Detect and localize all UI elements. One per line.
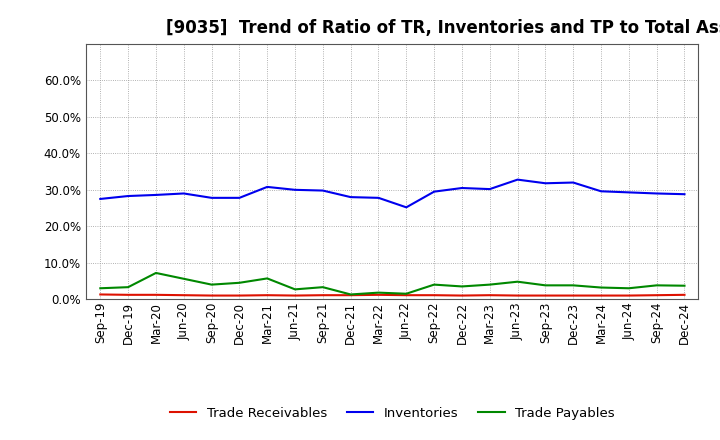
- Inventories: [374, 195, 383, 201]
- Inventories: [652, 191, 661, 196]
- Line: Trade Payables: Trade Payables: [100, 273, 685, 294]
- Trade Receivables: [485, 293, 494, 298]
- Trade Receivables: [541, 293, 550, 298]
- Inventories: [291, 187, 300, 192]
- Trade Payables: [346, 292, 355, 297]
- Trade Receivables: [597, 293, 606, 298]
- Trade Receivables: [263, 293, 271, 298]
- Trade Payables: [680, 283, 689, 288]
- Trade Payables: [263, 276, 271, 281]
- Trade Payables: [485, 282, 494, 287]
- Trade Receivables: [652, 293, 661, 298]
- Trade Receivables: [680, 292, 689, 297]
- Trade Payables: [569, 283, 577, 288]
- Trade Payables: [179, 276, 188, 282]
- Trade Receivables: [513, 293, 522, 298]
- Trade Payables: [597, 285, 606, 290]
- Trade Receivables: [318, 293, 327, 298]
- Trade Payables: [207, 282, 216, 287]
- Trade Receivables: [235, 293, 243, 298]
- Inventories: [569, 180, 577, 185]
- Inventories: [513, 177, 522, 182]
- Trade Payables: [513, 279, 522, 284]
- Trade Payables: [318, 285, 327, 290]
- Text: [9035]  Trend of Ratio of TR, Inventories and TP to Total Assets: [9035] Trend of Ratio of TR, Inventories…: [166, 19, 720, 37]
- Inventories: [485, 187, 494, 192]
- Trade Receivables: [179, 293, 188, 298]
- Trade Receivables: [402, 293, 410, 298]
- Trade Receivables: [152, 292, 161, 297]
- Trade Receivables: [124, 292, 132, 297]
- Trade Payables: [458, 284, 467, 289]
- Inventories: [430, 189, 438, 194]
- Trade Receivables: [624, 293, 633, 298]
- Inventories: [624, 190, 633, 195]
- Inventories: [597, 189, 606, 194]
- Trade Payables: [124, 285, 132, 290]
- Line: Inventories: Inventories: [100, 180, 685, 207]
- Trade Payables: [152, 270, 161, 275]
- Trade Payables: [624, 286, 633, 291]
- Inventories: [402, 205, 410, 210]
- Inventories: [124, 194, 132, 199]
- Trade Receivables: [96, 292, 104, 297]
- Line: Trade Receivables: Trade Receivables: [100, 294, 685, 296]
- Trade Payables: [235, 280, 243, 286]
- Trade Receivables: [374, 292, 383, 297]
- Trade Payables: [96, 286, 104, 291]
- Trade Payables: [652, 283, 661, 288]
- Inventories: [96, 196, 104, 202]
- Trade Payables: [374, 290, 383, 295]
- Trade Receivables: [346, 293, 355, 298]
- Trade Receivables: [569, 293, 577, 298]
- Inventories: [179, 191, 188, 196]
- Trade Payables: [541, 283, 550, 288]
- Inventories: [152, 192, 161, 198]
- Trade Payables: [291, 287, 300, 292]
- Inventories: [680, 191, 689, 197]
- Inventories: [263, 184, 271, 190]
- Inventories: [541, 181, 550, 186]
- Trade Payables: [402, 291, 410, 297]
- Inventories: [207, 195, 216, 201]
- Trade Receivables: [430, 293, 438, 298]
- Trade Receivables: [291, 293, 300, 298]
- Inventories: [346, 194, 355, 200]
- Trade Receivables: [207, 293, 216, 298]
- Trade Payables: [430, 282, 438, 287]
- Inventories: [318, 188, 327, 193]
- Legend: Trade Receivables, Inventories, Trade Payables: Trade Receivables, Inventories, Trade Pa…: [165, 401, 620, 425]
- Inventories: [235, 195, 243, 201]
- Inventories: [458, 185, 467, 191]
- Trade Receivables: [458, 293, 467, 298]
